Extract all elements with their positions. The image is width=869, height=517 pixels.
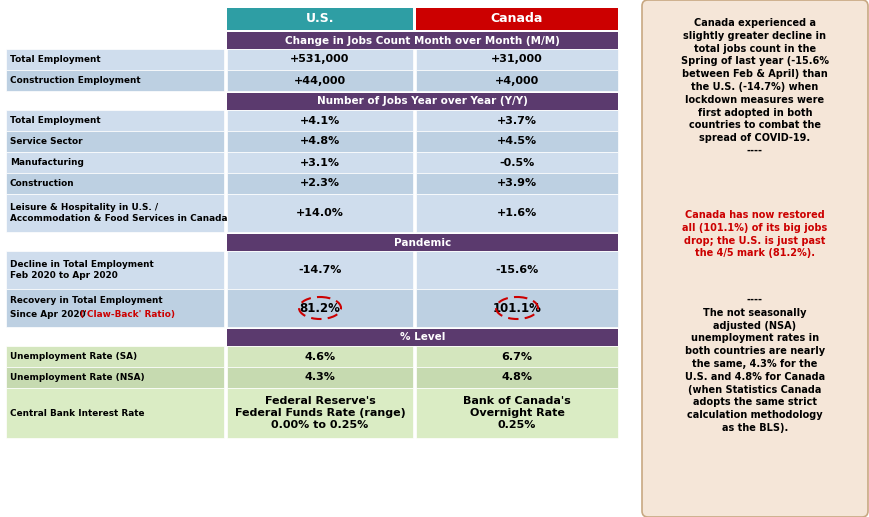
Text: +4.8%: +4.8% <box>300 136 340 146</box>
FancyBboxPatch shape <box>227 251 413 289</box>
FancyBboxPatch shape <box>227 194 413 232</box>
Text: +4.1%: +4.1% <box>300 115 340 126</box>
Text: +14.0%: +14.0% <box>295 208 343 218</box>
FancyBboxPatch shape <box>6 346 223 367</box>
Text: +3.1%: +3.1% <box>300 158 340 168</box>
Text: Construction: Construction <box>10 179 75 188</box>
FancyBboxPatch shape <box>6 194 223 232</box>
FancyBboxPatch shape <box>415 8 617 30</box>
FancyBboxPatch shape <box>6 289 223 327</box>
Text: 6.7%: 6.7% <box>501 352 532 361</box>
Text: ----
The not seasonally
adjusted (NSA)
unemployment rates in
both countries are : ---- The not seasonally adjusted (NSA) u… <box>684 295 824 433</box>
Text: ('Claw-Back' Ratio): ('Claw-Back' Ratio) <box>80 310 175 320</box>
Text: % Level: % Level <box>400 332 445 342</box>
Text: +31,000: +31,000 <box>491 54 542 65</box>
FancyBboxPatch shape <box>227 70 413 91</box>
FancyBboxPatch shape <box>227 152 413 173</box>
FancyBboxPatch shape <box>227 110 413 131</box>
Text: +4,000: +4,000 <box>494 75 539 85</box>
FancyBboxPatch shape <box>415 110 617 131</box>
Text: Leisure & Hospitality in U.S. /
Accommodation & Food Services in Canada: Leisure & Hospitality in U.S. / Accommod… <box>10 203 227 223</box>
FancyBboxPatch shape <box>6 152 223 173</box>
FancyBboxPatch shape <box>227 131 413 152</box>
FancyBboxPatch shape <box>415 367 617 388</box>
Text: Bank of Canada's
Overnight Rate
0.25%: Bank of Canada's Overnight Rate 0.25% <box>462 396 570 430</box>
Text: Total Employment: Total Employment <box>10 55 101 64</box>
Text: Total Employment: Total Employment <box>10 116 101 125</box>
Text: Change in Jobs Count Month over Month (M/M): Change in Jobs Count Month over Month (M… <box>285 36 560 45</box>
Text: Manufacturing: Manufacturing <box>10 158 83 167</box>
Text: Unemployment Rate (NSA): Unemployment Rate (NSA) <box>10 373 144 382</box>
FancyBboxPatch shape <box>6 70 223 91</box>
Text: 4.6%: 4.6% <box>304 352 335 361</box>
Text: Number of Jobs Year over Year (Y/Y): Number of Jobs Year over Year (Y/Y) <box>316 97 527 107</box>
FancyBboxPatch shape <box>641 0 867 517</box>
Text: +4.5%: +4.5% <box>496 136 536 146</box>
Text: Service Sector: Service Sector <box>10 137 83 146</box>
FancyBboxPatch shape <box>227 329 617 346</box>
Text: Decline in Total Employment
Feb 2020 to Apr 2020: Decline in Total Employment Feb 2020 to … <box>10 260 154 280</box>
Text: Canada experienced a
slightly greater decline in
total jobs count in the
Spring : Canada experienced a slightly greater de… <box>680 18 828 156</box>
Text: U.S.: U.S. <box>305 12 334 25</box>
FancyBboxPatch shape <box>415 289 617 327</box>
Text: -14.7%: -14.7% <box>298 265 342 275</box>
FancyBboxPatch shape <box>6 388 223 438</box>
FancyBboxPatch shape <box>6 49 223 70</box>
FancyBboxPatch shape <box>415 173 617 194</box>
FancyBboxPatch shape <box>6 110 223 131</box>
FancyBboxPatch shape <box>227 388 413 438</box>
Text: Canada: Canada <box>490 12 542 25</box>
FancyBboxPatch shape <box>227 93 617 110</box>
Text: +3.7%: +3.7% <box>496 115 536 126</box>
Text: +531,000: +531,000 <box>290 54 349 65</box>
Text: Federal Reserve's
Federal Funds Rate (range)
0.00% to 0.25%: Federal Reserve's Federal Funds Rate (ra… <box>235 396 405 430</box>
FancyBboxPatch shape <box>227 32 617 49</box>
FancyBboxPatch shape <box>6 367 223 388</box>
Text: Recovery in Total Employment: Recovery in Total Employment <box>10 296 163 305</box>
FancyBboxPatch shape <box>227 346 413 367</box>
Text: +2.3%: +2.3% <box>300 178 340 189</box>
FancyBboxPatch shape <box>227 49 413 70</box>
FancyBboxPatch shape <box>227 173 413 194</box>
Text: 81.2%: 81.2% <box>299 301 340 314</box>
Text: Canada has now restored
all (101.1%) of its big jobs
drop; the U.S. is just past: Canada has now restored all (101.1%) of … <box>681 210 826 258</box>
Text: Since Apr 2020: Since Apr 2020 <box>10 310 89 320</box>
FancyBboxPatch shape <box>415 251 617 289</box>
FancyBboxPatch shape <box>415 388 617 438</box>
Text: 4.8%: 4.8% <box>501 373 532 383</box>
Text: Construction Employment: Construction Employment <box>10 76 141 85</box>
FancyBboxPatch shape <box>227 367 413 388</box>
Text: +44,000: +44,000 <box>294 75 346 85</box>
FancyBboxPatch shape <box>6 173 223 194</box>
FancyBboxPatch shape <box>415 70 617 91</box>
Text: Central Bank Interest Rate: Central Bank Interest Rate <box>10 408 144 418</box>
FancyBboxPatch shape <box>415 131 617 152</box>
Text: 4.3%: 4.3% <box>304 373 335 383</box>
Text: Unemployment Rate (SA): Unemployment Rate (SA) <box>10 352 137 361</box>
FancyBboxPatch shape <box>415 49 617 70</box>
Text: +3.9%: +3.9% <box>496 178 536 189</box>
FancyBboxPatch shape <box>6 251 223 289</box>
FancyBboxPatch shape <box>415 152 617 173</box>
FancyBboxPatch shape <box>415 346 617 367</box>
FancyBboxPatch shape <box>227 8 413 30</box>
Text: -0.5%: -0.5% <box>499 158 534 168</box>
FancyBboxPatch shape <box>227 234 617 251</box>
Text: -15.6%: -15.6% <box>494 265 538 275</box>
FancyBboxPatch shape <box>415 194 617 232</box>
FancyBboxPatch shape <box>227 289 413 327</box>
Text: 101.1%: 101.1% <box>492 301 541 314</box>
Text: +1.6%: +1.6% <box>496 208 536 218</box>
Text: Pandemic: Pandemic <box>394 237 451 248</box>
FancyBboxPatch shape <box>6 131 223 152</box>
